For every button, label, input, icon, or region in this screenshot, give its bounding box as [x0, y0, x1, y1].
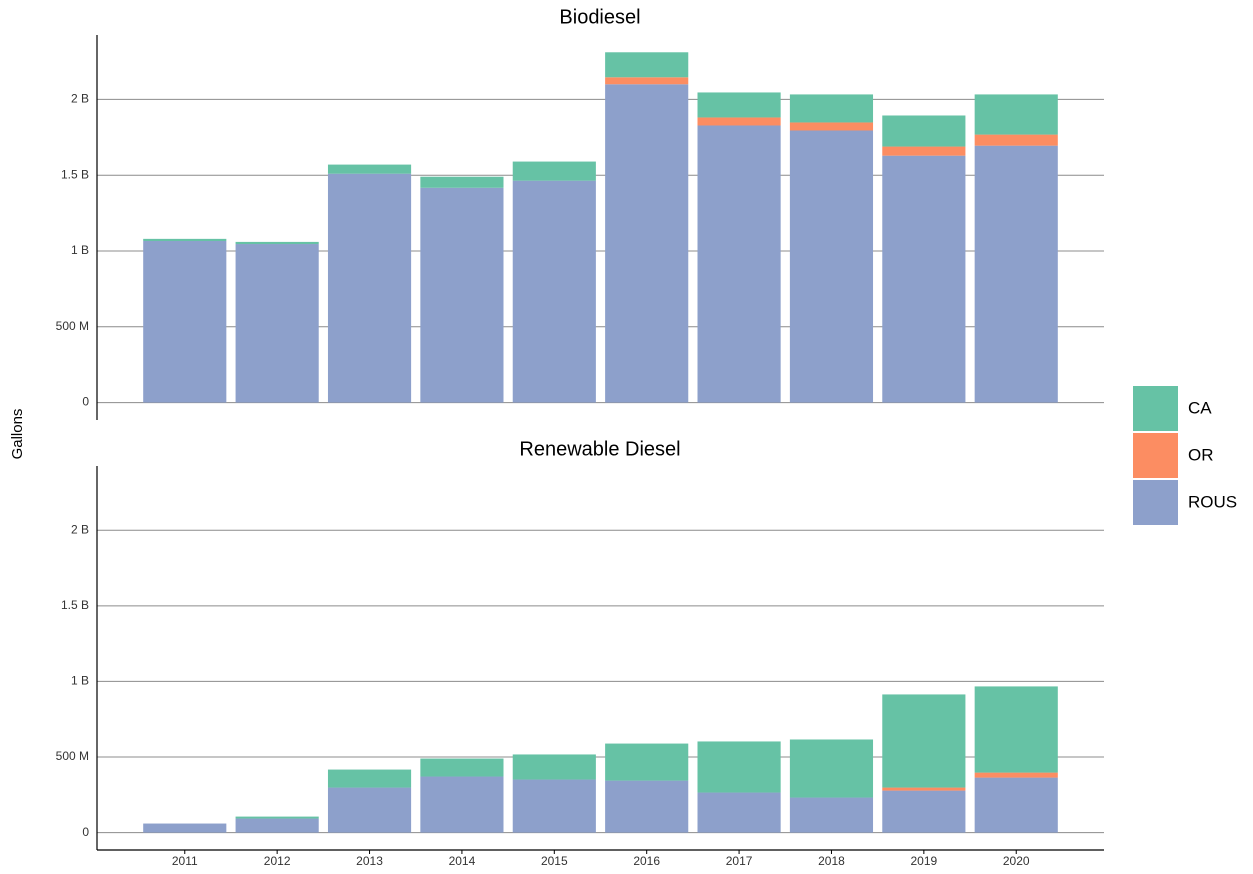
bar-segment: [697, 125, 781, 403]
legend-label: CA: [1188, 398, 1212, 417]
bar-segment: [605, 77, 689, 85]
legend-key: [1133, 433, 1178, 478]
bar-segment: [789, 739, 874, 798]
bar-segment: [605, 84, 689, 403]
bar-segment: [697, 117, 781, 126]
bar-segment: [974, 777, 1058, 833]
y-tick-label: 1.5 B: [61, 167, 89, 181]
legend-key: [1133, 386, 1178, 431]
bar-segment: [512, 180, 596, 403]
bar-segment: [235, 818, 319, 833]
bar-segment: [882, 787, 966, 791]
x-tick-label: 2015: [541, 854, 568, 868]
bar-segment: [143, 240, 227, 403]
legend-label: OR: [1188, 445, 1214, 464]
bar-segment: [605, 780, 689, 833]
bar-segment: [697, 741, 781, 793]
panel-title: Biodiesel: [559, 6, 640, 28]
y-tick-label: 2 B: [71, 522, 89, 536]
bar-segment: [974, 134, 1058, 146]
y-tick-label: 0: [82, 395, 89, 409]
x-tick-label: 2018: [818, 854, 845, 868]
panel-title: Renewable Diesel: [519, 438, 680, 460]
x-tick-label: 2017: [726, 854, 753, 868]
y-tick-label: 500 M: [56, 319, 89, 333]
legend-key: [1133, 480, 1178, 525]
bar-segment: [512, 161, 596, 181]
bar-segment: [143, 238, 227, 241]
x-tick-label: 2014: [449, 854, 476, 868]
bar-segment: [974, 772, 1058, 778]
x-tick-label: 2013: [356, 854, 383, 868]
x-tick-label: 2016: [633, 854, 660, 868]
bar-segment: [697, 92, 781, 118]
bar-segment: [974, 145, 1058, 403]
bar-segment: [235, 244, 319, 403]
bar-segment: [882, 790, 966, 833]
bar-segment: [143, 823, 227, 833]
bar-segment: [235, 241, 319, 245]
y-tick-label: 1.5 B: [61, 598, 89, 612]
y-tick-label: 500 M: [56, 749, 89, 763]
bar-segment: [605, 52, 689, 78]
y-tick-label: 1 B: [71, 243, 89, 257]
bar-segment: [327, 173, 412, 403]
legend-label: ROUS: [1188, 492, 1237, 511]
y-axis-label: Gallons: [9, 409, 26, 460]
bar-segment: [512, 754, 596, 780]
bar-segment: [789, 94, 874, 123]
bar-segment: [420, 176, 504, 188]
bar-segment: [697, 792, 781, 833]
bar-segment: [420, 187, 504, 403]
bar-segment: [327, 769, 412, 788]
bar-segment: [882, 155, 966, 403]
bar-segment: [789, 797, 874, 833]
x-tick-label: 2019: [910, 854, 937, 868]
bar-segment: [605, 743, 689, 781]
bar-segment: [327, 787, 412, 833]
bar-segment: [789, 122, 874, 131]
bar-segment: [789, 130, 874, 403]
bar-segment: [420, 758, 504, 777]
bar-segment: [512, 779, 596, 833]
bar-segment: [882, 694, 966, 788]
bar-segment: [974, 94, 1058, 135]
bar-segment: [882, 146, 966, 156]
y-tick-label: 0: [82, 825, 89, 839]
x-tick-label: 2011: [172, 854, 198, 868]
y-tick-label: 2 B: [71, 92, 89, 106]
x-tick-label: 2012: [264, 854, 291, 868]
bar-segment: [882, 115, 966, 147]
bar-segment: [235, 816, 319, 819]
y-tick-label: 1 B: [71, 674, 89, 688]
bar-segment: [974, 686, 1058, 773]
x-tick-label: 2020: [1003, 854, 1030, 868]
bar-segment: [327, 164, 412, 174]
bar-segment: [420, 776, 504, 833]
